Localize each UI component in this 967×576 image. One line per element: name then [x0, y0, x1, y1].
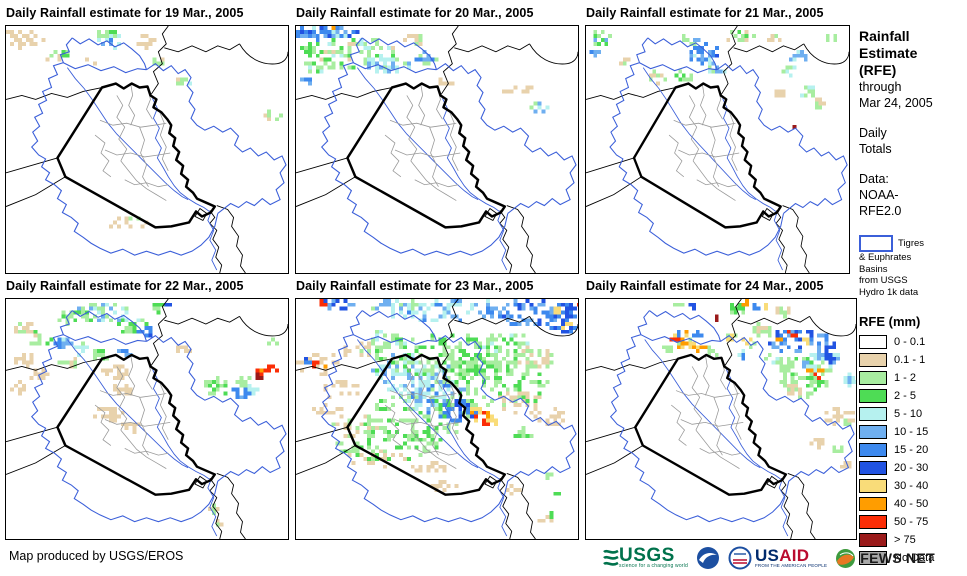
usgs-tagline: science for a changing world [619, 562, 688, 569]
rainfall-map-24mar [585, 298, 857, 540]
legend-row: 2 - 5 [859, 389, 965, 403]
legend-swatch [859, 371, 887, 385]
usgs-logo: USGS science for a changing world [603, 544, 688, 569]
legend-label: 2 - 5 [894, 390, 917, 402]
legend-row: 0.1 - 1 [859, 353, 965, 367]
legend-row: 10 - 15 [859, 425, 965, 439]
totals-label-line: Totals [859, 142, 892, 156]
legend-label: 1 - 2 [894, 372, 917, 384]
fewsnet-globe-icon [836, 548, 856, 568]
legend-label: 5 - 10 [894, 408, 923, 420]
usaid-tagline: FROM THE AMERICAN PEOPLE [754, 562, 828, 568]
legend-label: No Data [894, 552, 935, 564]
panel-title: Daily Rainfall estimate for 23 Mar., 200… [296, 279, 534, 293]
legend-label: 15 - 20 [894, 444, 929, 456]
map-panel-22mar: Daily Rainfall estimate for 22 Mar., 200… [5, 279, 289, 540]
fewsnet-logo: FEWS NET [835, 548, 935, 569]
sidebar-title-line: Rainfall [859, 28, 910, 44]
panel-title: Daily Rainfall estimate for 21 Mar., 200… [586, 6, 824, 20]
through-label: through [859, 80, 902, 94]
basin-legend-label: Tigres [898, 237, 925, 249]
legend-swatch [859, 353, 887, 367]
basin-legend-line: Hydro 1k data [859, 286, 919, 298]
rainfall-map-20mar [295, 25, 579, 274]
legend-label: 40 - 50 [894, 498, 929, 510]
basin-legend-swatch [859, 235, 893, 252]
legend-row: 1 - 2 [859, 371, 965, 385]
sidebar: Rainfall Estimate (RFE) through Mar 24, … [859, 28, 965, 569]
map-panel-21mar: Daily Rainfall estimate for 21 Mar., 200… [585, 6, 850, 274]
map-credit: Map produced by USGS/EROS [9, 549, 184, 563]
map-panel-23mar: Daily Rainfall estimate for 23 Mar., 200… [295, 279, 579, 540]
legend-swatch [859, 389, 887, 403]
legend-swatch [859, 497, 887, 511]
legend-label: 10 - 15 [894, 426, 929, 438]
legend-label: > 75 [894, 534, 916, 546]
legend-label: 50 - 75 [894, 516, 929, 528]
panel-title: Daily Rainfall estimate for 20 Mar., 200… [296, 6, 534, 20]
legend-swatch [859, 335, 887, 349]
usaid-logo: USAID FROM THE AMERICAN PEOPLE [728, 546, 827, 570]
footer-logos: USGS science for a changing world USAID … [603, 543, 935, 573]
noaa-seal-icon [696, 547, 719, 569]
sidebar-title-line: (RFE) [859, 62, 897, 78]
legend-label: 0.1 - 1 [894, 354, 926, 366]
basin-legend-line: from USGS [859, 275, 908, 286]
rainfall-map-21mar [585, 25, 850, 274]
panel-title: Daily Rainfall estimate for 22 Mar., 200… [6, 279, 244, 293]
legend-label: 30 - 40 [894, 480, 929, 492]
sidebar-title-line: Estimate [859, 45, 918, 61]
legend-row: 5 - 10 [859, 407, 965, 421]
rfe-legend-title: RFE (mm) [859, 314, 921, 329]
usaid-seal-icon [728, 546, 752, 570]
data-source-line: RFE2.0 [859, 204, 902, 218]
legend-row: > 75 [859, 533, 965, 547]
fewsnet-wordmark: FEWS NET [860, 550, 935, 566]
rainfall-map-23mar [295, 298, 579, 540]
data-source-line: Data: [859, 172, 889, 186]
legend-swatch [859, 443, 887, 457]
legend-swatch [859, 479, 887, 493]
rfe-legend-rows: 0 - 0.1 0.1 - 1 1 - 2 2 - 5 5 - 10 10 - 15 15 … [859, 335, 965, 565]
map-panel-20mar: Daily Rainfall estimate for 20 Mar., 200… [295, 6, 579, 274]
legend-swatch [859, 551, 887, 565]
noaa-logo [696, 546, 720, 570]
basin-legend-line: Basins [859, 263, 888, 275]
panel-title: Daily Rainfall estimate for 24 Mar., 200… [586, 279, 824, 293]
usgs-wave-icon [603, 549, 619, 566]
legend-swatch [859, 425, 887, 439]
legend-swatch [859, 515, 887, 529]
totals-label-line: Daily [859, 126, 887, 140]
legend-row: No Data [859, 551, 965, 565]
basin-legend-line: & Euphrates [859, 252, 912, 263]
rainfall-map-22mar [5, 298, 289, 540]
legend-label: 20 - 30 [894, 462, 929, 474]
data-source-line: NOAA- [859, 188, 899, 202]
legend-swatch [859, 407, 887, 421]
usgs-wordmark: USGS [619, 544, 675, 566]
legend-swatch [859, 533, 887, 547]
legend-row: 30 - 40 [859, 479, 965, 493]
panel-title: Daily Rainfall estimate for 19 Mar., 200… [6, 6, 244, 20]
legend-row: 0 - 0.1 [859, 335, 965, 349]
map-panel-24mar: Daily Rainfall estimate for 24 Mar., 200… [585, 279, 857, 540]
usaid-wordmark: USAID [754, 545, 810, 565]
rainfall-map-19mar [5, 25, 289, 274]
through-date: Mar 24, 2005 [859, 96, 933, 110]
map-panel-19mar: Daily Rainfall estimate for 19 Mar., 200… [5, 6, 289, 274]
legend-row: 15 - 20 [859, 443, 965, 457]
legend-row: 20 - 30 [859, 461, 965, 475]
legend-label: 0 - 0.1 [894, 336, 926, 348]
legend-row: 40 - 50 [859, 497, 965, 511]
legend-row: 50 - 75 [859, 515, 965, 529]
legend-swatch [859, 461, 887, 475]
